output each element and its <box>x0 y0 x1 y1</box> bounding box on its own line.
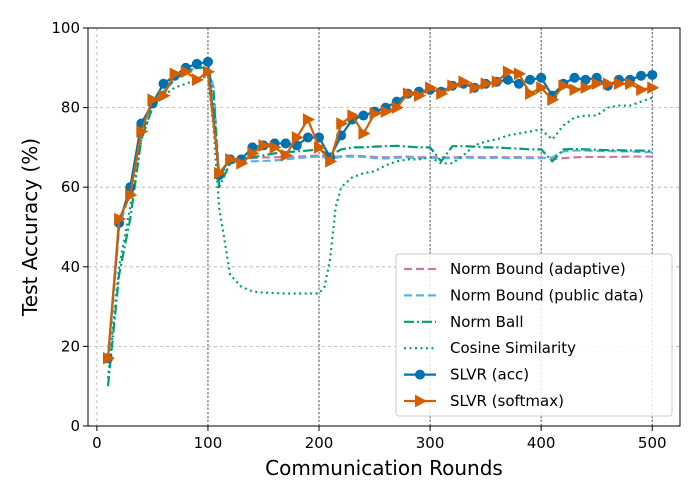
series-layer <box>102 56 660 387</box>
legend-entry: Cosine Similarity <box>404 339 576 357</box>
data-point <box>325 155 338 168</box>
data-point <box>147 93 160 106</box>
legend-label: Cosine Similarity <box>450 339 576 357</box>
data-point <box>225 153 238 166</box>
data-point <box>536 72 547 83</box>
legend-entry: Norm Bound (adaptive) <box>404 260 626 278</box>
data-point <box>158 89 171 102</box>
data-point <box>525 74 536 85</box>
data-point <box>413 89 427 102</box>
data-point <box>269 141 282 154</box>
y-tick-label: 60 <box>61 178 80 196</box>
data-point <box>214 166 227 180</box>
x-tick-label: 100 <box>194 434 223 452</box>
data-point <box>491 75 504 89</box>
data-point <box>380 105 393 118</box>
legend: Norm Bound (adaptive) Norm Bound (public … <box>395 253 673 417</box>
data-point <box>547 93 560 106</box>
legend-entry: Norm Ball <box>404 313 524 331</box>
legend-label: SLVR (softmax) <box>450 392 564 410</box>
legend-entry: SLVR (softmax) <box>404 392 564 410</box>
legend-label: Norm Bound (public data) <box>450 286 644 304</box>
data-point <box>613 77 626 91</box>
data-point <box>258 139 271 152</box>
y-tick-label: 100 <box>51 19 80 37</box>
data-point <box>180 65 193 79</box>
data-point <box>502 65 515 79</box>
series-5 <box>102 65 660 365</box>
y-tick-label: 40 <box>61 258 80 276</box>
data-point <box>280 138 291 149</box>
data-point <box>647 81 660 95</box>
x-axis-label: Communication Rounds <box>265 456 503 480</box>
legend-label: Norm Ball <box>450 313 524 331</box>
x-tick-label: 400 <box>527 434 556 452</box>
data-point <box>558 79 571 93</box>
data-point <box>280 149 293 162</box>
x-tick-label: 300 <box>416 434 445 452</box>
x-axis-ticks: 0 100 200 300 400 500 <box>92 426 667 452</box>
data-point <box>102 352 116 365</box>
data-point <box>358 127 371 140</box>
data-point <box>602 77 615 91</box>
x-tick-label: 200 <box>305 434 334 452</box>
data-point <box>202 65 216 79</box>
data-point <box>625 77 638 91</box>
y-axis-label: Test Accuracy (%) <box>18 138 42 317</box>
data-point <box>536 81 549 95</box>
data-point <box>636 83 649 97</box>
legend-entry: Norm Bound (public data) <box>404 286 644 304</box>
data-point <box>169 67 182 81</box>
legend-entry: SLVR (acc) <box>404 366 529 384</box>
data-point <box>202 56 213 67</box>
data-point <box>591 77 604 91</box>
x-tick-label: 0 <box>92 434 102 452</box>
data-point <box>636 70 647 81</box>
data-point <box>647 69 658 80</box>
data-point <box>513 67 527 81</box>
data-point <box>302 132 313 143</box>
data-point <box>247 147 260 160</box>
data-point <box>525 87 538 100</box>
data-point <box>369 107 382 120</box>
legend-label: Norm Bound (adaptive) <box>450 260 626 278</box>
data-point <box>136 125 149 138</box>
data-point <box>391 101 404 114</box>
data-point <box>191 58 202 69</box>
plot-frame <box>87 27 681 427</box>
y-tick-label: 20 <box>61 337 80 355</box>
data-point <box>569 83 582 97</box>
legend-marker <box>415 394 428 408</box>
data-point <box>191 73 204 87</box>
data-point <box>569 72 580 83</box>
data-point <box>125 188 138 202</box>
x-tick-label: 500 <box>638 434 667 452</box>
data-point <box>580 81 593 95</box>
data-point <box>436 87 449 100</box>
data-point <box>336 117 349 130</box>
data-point <box>402 87 415 100</box>
series-2 <box>106 66 653 387</box>
y-tick-label: 80 <box>61 99 80 117</box>
data-point <box>314 141 327 154</box>
y-tick-label: 0 <box>70 417 80 435</box>
data-point <box>114 212 127 226</box>
data-point <box>425 81 438 95</box>
data-point <box>358 110 369 121</box>
data-point <box>236 156 249 170</box>
data-point <box>158 78 169 89</box>
data-point <box>458 75 471 89</box>
legend-label: SLVR (acc) <box>450 366 529 384</box>
series-line <box>106 66 653 387</box>
data-point <box>291 131 304 144</box>
data-point <box>447 79 460 93</box>
data-point <box>480 77 493 91</box>
data-point <box>347 109 360 122</box>
data-point <box>302 113 315 126</box>
data-point <box>469 81 482 95</box>
legend-marker <box>415 369 425 380</box>
y-axis-ticks: 0 20 40 60 80 100 <box>51 19 88 435</box>
legend-box <box>395 253 673 417</box>
